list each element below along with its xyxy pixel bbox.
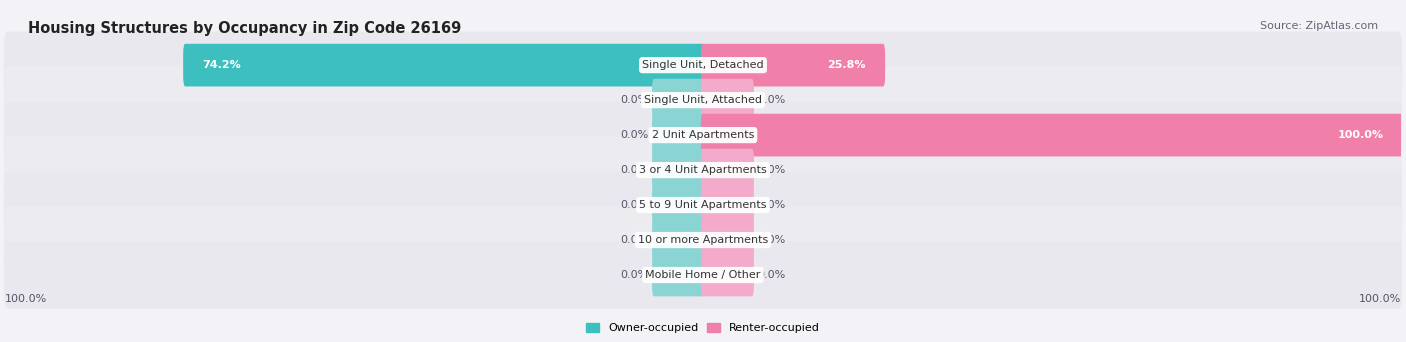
- FancyBboxPatch shape: [183, 44, 704, 87]
- FancyBboxPatch shape: [702, 254, 754, 297]
- FancyBboxPatch shape: [702, 149, 754, 192]
- Text: 0.0%: 0.0%: [620, 95, 648, 105]
- Text: Mobile Home / Other: Mobile Home / Other: [645, 270, 761, 280]
- FancyBboxPatch shape: [652, 254, 704, 297]
- FancyBboxPatch shape: [4, 171, 1402, 239]
- Text: 0.0%: 0.0%: [758, 270, 786, 280]
- Text: 0.0%: 0.0%: [620, 270, 648, 280]
- FancyBboxPatch shape: [4, 102, 1402, 169]
- Text: 5 to 9 Unit Apartments: 5 to 9 Unit Apartments: [640, 200, 766, 210]
- FancyBboxPatch shape: [702, 184, 754, 226]
- FancyBboxPatch shape: [652, 114, 704, 156]
- FancyBboxPatch shape: [702, 79, 754, 121]
- Text: 25.8%: 25.8%: [827, 60, 866, 70]
- Legend: Owner-occupied, Renter-occupied: Owner-occupied, Renter-occupied: [581, 318, 825, 338]
- FancyBboxPatch shape: [4, 136, 1402, 203]
- Text: 10 or more Apartments: 10 or more Apartments: [638, 235, 768, 245]
- Text: 100.0%: 100.0%: [1337, 130, 1384, 140]
- Text: Single Unit, Attached: Single Unit, Attached: [644, 95, 762, 105]
- FancyBboxPatch shape: [702, 114, 1403, 156]
- Text: 100.0%: 100.0%: [1358, 294, 1400, 304]
- Text: 2 Unit Apartments: 2 Unit Apartments: [652, 130, 754, 140]
- FancyBboxPatch shape: [652, 79, 704, 121]
- Text: Source: ZipAtlas.com: Source: ZipAtlas.com: [1260, 21, 1378, 30]
- FancyBboxPatch shape: [702, 44, 886, 87]
- Text: 0.0%: 0.0%: [758, 95, 786, 105]
- Text: 0.0%: 0.0%: [758, 165, 786, 175]
- Text: 0.0%: 0.0%: [620, 235, 648, 245]
- Text: 3 or 4 Unit Apartments: 3 or 4 Unit Apartments: [640, 165, 766, 175]
- Text: 0.0%: 0.0%: [620, 130, 648, 140]
- Text: Housing Structures by Occupancy in Zip Code 26169: Housing Structures by Occupancy in Zip C…: [28, 21, 461, 36]
- FancyBboxPatch shape: [4, 31, 1402, 99]
- FancyBboxPatch shape: [4, 241, 1402, 308]
- Text: 100.0%: 100.0%: [6, 294, 48, 304]
- Text: 0.0%: 0.0%: [620, 200, 648, 210]
- FancyBboxPatch shape: [652, 219, 704, 261]
- Text: 0.0%: 0.0%: [758, 200, 786, 210]
- Text: 0.0%: 0.0%: [758, 235, 786, 245]
- FancyBboxPatch shape: [4, 67, 1402, 134]
- FancyBboxPatch shape: [4, 207, 1402, 274]
- FancyBboxPatch shape: [652, 149, 704, 192]
- Text: 74.2%: 74.2%: [202, 60, 242, 70]
- Text: 0.0%: 0.0%: [620, 165, 648, 175]
- Text: Single Unit, Detached: Single Unit, Detached: [643, 60, 763, 70]
- FancyBboxPatch shape: [652, 184, 704, 226]
- FancyBboxPatch shape: [702, 219, 754, 261]
